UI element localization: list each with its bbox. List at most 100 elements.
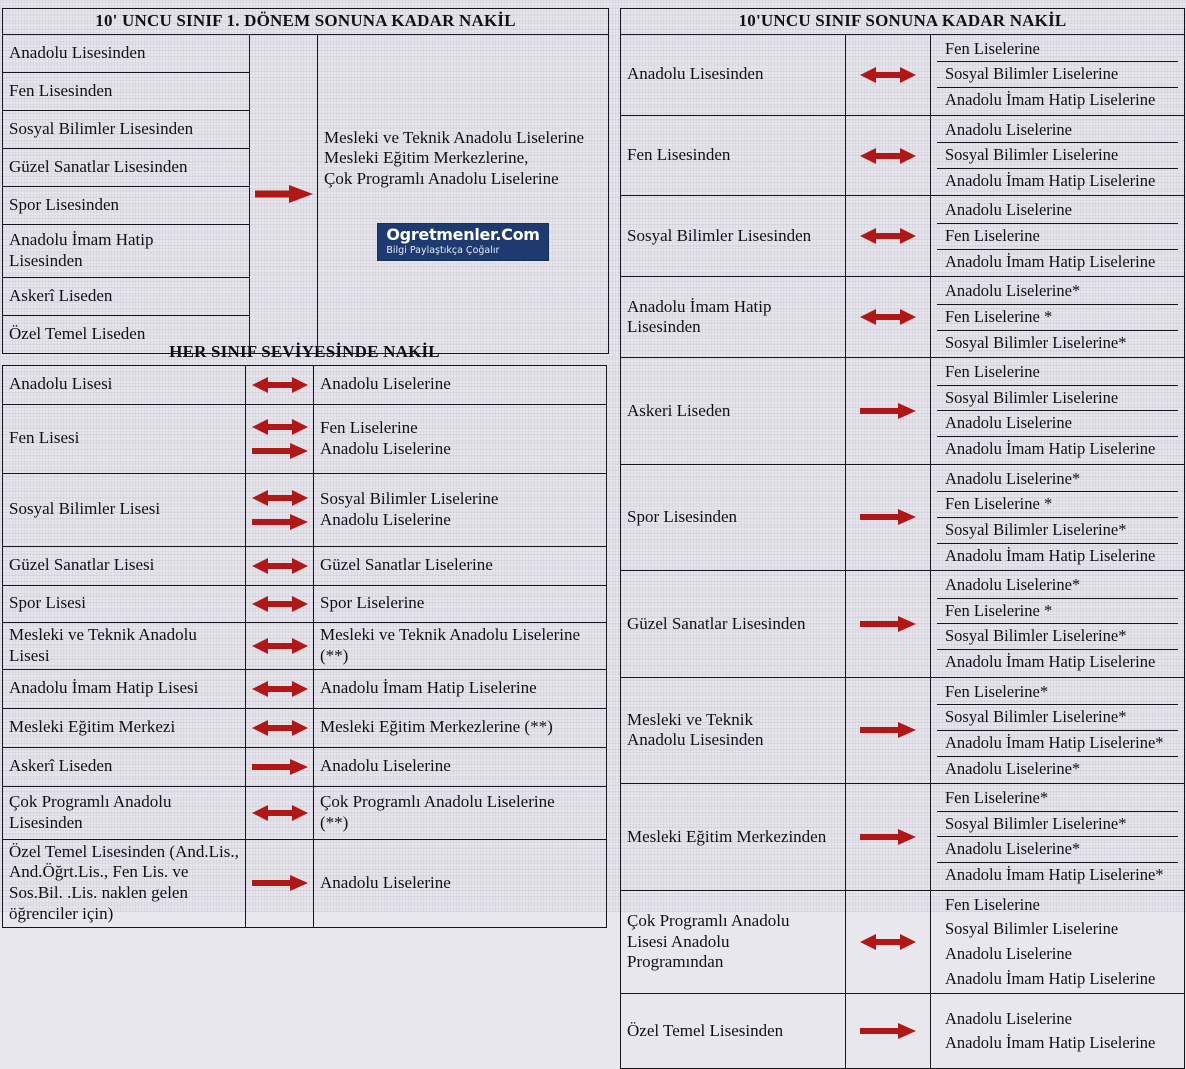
source-cell: Fen Lisesinden — [2, 71, 250, 111]
table-row: Özel Temel Lisesinden (And.Lis., And.Öğr… — [2, 838, 607, 928]
table-row: Çok Programlı Anadolu Lisesi Anadolu Pro… — [620, 889, 1186, 995]
source-cell: Anadolu Lisesi — [2, 364, 246, 405]
target-line: Anadolu Liselerine* — [937, 279, 1179, 305]
arrow-right-icon — [860, 722, 916, 739]
arrow-cell-double — [845, 889, 931, 995]
target-cell: Anadolu Liselerine* Fen Liselerine * Sos… — [929, 570, 1186, 678]
arrow-left-right-icon — [251, 557, 308, 574]
arrow-cell-single-right — [245, 838, 314, 928]
table-row: Anadolu Lisesi Anadolu Liselerine — [2, 364, 607, 405]
source-cell: Çok Programlı Anadolu Lisesi Anadolu Pro… — [620, 889, 846, 995]
target-cell: Mesleki Eğitim Merkezlerine (**) — [313, 707, 607, 748]
target-line: Anadolu Liselerine — [320, 438, 451, 458]
source-cell: Mesleki Eğitim Merkezi — [2, 707, 246, 748]
target-line: Sosyal Bilimler Liselerine* — [945, 332, 1127, 352]
target-line: Anadolu Liselerine — [945, 1008, 1072, 1028]
target-line: Anadolu İmam Hatip Liselerine — [945, 652, 1156, 672]
target-line: Mesleki Eğitim Merkezlerine, — [324, 148, 529, 168]
target-cell: Mesleki ve Teknik Anadolu Liselerine Mes… — [316, 33, 610, 354]
target-line: Sosyal Bilimler Liselerine* — [937, 624, 1179, 651]
target-label: Mesleki ve Teknik Anadolu Liselerine (**… — [320, 625, 581, 665]
table-row: Mesleki Eğitim Merkezinden Fen Liselerin… — [620, 783, 1186, 891]
target-line: Anadolu İmam Hatip Liselerine — [945, 968, 1156, 988]
arrow-left-right-icon — [860, 228, 916, 245]
table-row: Mesleki ve Teknik Anadolu Lisesi Mesleki… — [2, 621, 607, 670]
source-cell: Mesleki ve Teknik Anadolu Lisesinden — [620, 676, 846, 785]
source-cell: Güzel Sanatlar Lisesinden — [2, 147, 250, 187]
arrow-left-right-icon — [251, 489, 308, 506]
arrow-left-right-icon — [860, 66, 916, 83]
target-line: Fen Liselerine — [937, 360, 1179, 386]
source-cell: Fen Lisesi — [2, 403, 246, 474]
arrow-left-right-icon — [860, 309, 916, 326]
target-line: Sosyal Bilimler Liselerine — [937, 143, 1179, 169]
table-row: Spor Lisesi Spor Liselerine — [2, 584, 607, 623]
source-cell: Sosyal Bilimler Lisesinden — [2, 109, 250, 149]
source-cell: Anadolu Lisesinden — [620, 33, 846, 116]
arrow-cell-single-right — [845, 463, 931, 572]
target-line: Fen Liselerine* — [937, 786, 1179, 812]
table-row: Askerî Liseden Anadolu Liselerine — [2, 746, 607, 787]
logo-container: Ogretmenler.Com Bilgi Paylaştıkça Çoğalı… — [324, 223, 602, 260]
source-cell: Askeri Liseden — [620, 357, 846, 465]
arrow-left-right-icon — [251, 719, 308, 736]
table-top-left-container: 10' UNCU SINIF 1. DÖNEM SONUNA KADAR NAK… — [1, 8, 610, 354]
table-row: Anadolu İmam Hatip Lisesinden Anadolu Li… — [620, 276, 1186, 359]
arrow-left-right-icon — [251, 376, 308, 393]
target-line: Sosyal Bilimler Liselerine* — [937, 812, 1179, 838]
arrow-cell-double — [245, 584, 314, 623]
arrow-cell-double — [845, 33, 931, 116]
arrow-cell-single-right — [845, 783, 931, 891]
target-cell: Anadolu Liselerine* Fen Liselerine * Sos… — [929, 463, 1186, 572]
arrow-cell-double — [845, 276, 931, 359]
target-cell: Anadolu Liselerine Fen Liselerine Anadol… — [929, 195, 1186, 278]
target-cell: Anadolu Liselerine — [313, 746, 607, 787]
table-row: Anadolu Lisesinden Fen Liselerine Sosyal… — [620, 33, 1186, 116]
source-label: Mesleki ve Teknik Anadolu Lisesi — [9, 625, 197, 665]
target-cell: Çok Programlı Anadolu Liselerine (**) — [313, 785, 607, 840]
arrow-cell-double — [245, 545, 314, 586]
table-right-title: 10'UNCU SINIF SONUNA KADAR NAKİL — [619, 8, 1186, 35]
arrow-right-icon — [860, 1023, 916, 1040]
source-cell: Anadolu Lisesinden — [2, 33, 250, 73]
arrow-cell-double — [245, 621, 314, 670]
arrow-cell-single-right — [845, 993, 931, 1069]
table-row: 10' UNCU SINIF 1. DÖNEM SONUNA KADAR NAK… — [1, 8, 610, 35]
arrow-cell-double — [845, 114, 931, 197]
source-cell: Sosyal Bilimler Lisesi — [2, 472, 246, 547]
arrow-left-right-icon — [860, 147, 916, 164]
arrow-right-icon — [860, 828, 916, 845]
target-cell: Spor Liselerine — [313, 584, 607, 623]
source-cell: Çok Programlı Anadolu Lisesinden — [2, 785, 246, 840]
source-cell: Güzel Sanatlar Lisesinden — [620, 570, 846, 678]
target-line: Anadolu Liselerine* — [937, 837, 1179, 864]
table-row: Güzel Sanatlar Lisesi Güzel Sanatlar Lis… — [2, 545, 607, 586]
target-line: Anadolu Liselerine* — [945, 758, 1081, 778]
table-row: Anadolu Lisesinden Mesleki ve Teknik Ana… — [2, 33, 610, 354]
target-line: Mesleki ve Teknik Anadolu Liselerine — [324, 127, 585, 147]
arrow-left-right-icon — [251, 595, 308, 612]
table-row: HER SINIF SEVİYESİNDE NAKİL — [2, 340, 607, 366]
table-bottom-left-container: HER SINIF SEVİYESİNDE NAKİL Anadolu Lise… — [2, 340, 607, 928]
source-cell: Askerî Liseden — [2, 276, 250, 316]
target-line: Fen Liselerine * — [937, 492, 1179, 518]
target-line: Anadolu Liselerine — [320, 509, 451, 529]
target-line: Çok Programlı Anadolu Liselerine — [324, 169, 559, 188]
table-row: Anadolu İmam Hatip Lisesi Anadolu İmam H… — [2, 668, 607, 709]
arrow-cell-double-and-single — [245, 472, 314, 547]
table-right-container: 10'UNCU SINIF SONUNA KADAR NAKİL Anadolu… — [619, 8, 1186, 1069]
table-row: Mesleki Eğitim Merkezi Mesleki Eğitim Me… — [2, 707, 607, 748]
arrow-cell-double — [845, 195, 931, 278]
table-right: 10'UNCU SINIF SONUNA KADAR NAKİL Anadolu… — [619, 8, 1186, 1069]
arrow-cell-single-right — [845, 676, 931, 785]
target-cell: Anadolu Liselerine* Fen Liselerine * Sos… — [929, 276, 1186, 359]
source-cell: Mesleki Eğitim Merkezinden — [620, 783, 846, 891]
source-cell: Spor Lisesinden — [2, 185, 250, 225]
table-row: Özel Temel Lisesinden Anadolu Liselerine… — [620, 993, 1186, 1069]
target-line: Anadolu Liselerine — [937, 411, 1179, 438]
target-line: Fen Liselerine * — [937, 305, 1179, 331]
target-line: Sosyal Bilimler Liselerine — [937, 386, 1179, 412]
source-label: Özel Temel Lisesinden (And.Lis., And.Öğr… — [9, 841, 239, 923]
source-label: Çok Programlı Anadolu Lisesi Anadolu Pro… — [627, 910, 790, 972]
table-bottom-left-title: HER SINIF SEVİYESİNDE NAKİL — [2, 340, 607, 366]
